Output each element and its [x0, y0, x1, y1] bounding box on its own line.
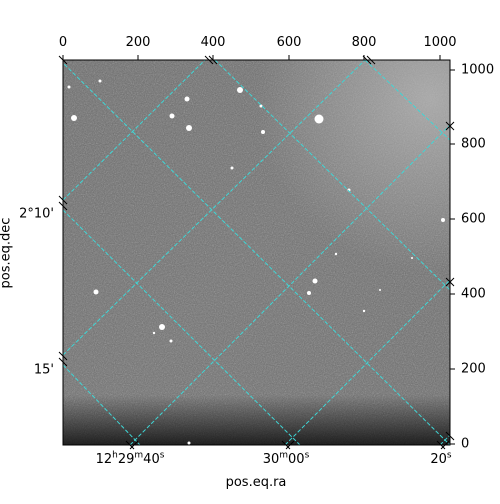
- right-tick-label: 800: [461, 136, 486, 152]
- x-axis-label: pos.eq.ra: [225, 475, 287, 490]
- star: [93, 289, 99, 295]
- coordinate-grid-line: [63, 209, 301, 445]
- coordinate-grid-line: [63, 60, 206, 201]
- plot-frame: [62, 59, 451, 446]
- sky-image: [63, 60, 450, 445]
- tick-mark: [208, 55, 218, 65]
- star: [184, 96, 190, 102]
- tick-mark: [362, 55, 372, 65]
- star: [237, 87, 243, 93]
- tick-mark: [58, 195, 68, 205]
- tick-mark: [445, 277, 455, 287]
- tick-mark: [58, 351, 68, 361]
- star: [187, 441, 191, 445]
- coordinate-grid-line: [284, 279, 450, 445]
- bottom-tick-label-ra-1: 12h29m40s: [95, 450, 165, 467]
- tick-mark: [445, 431, 455, 441]
- coordinate-grid-line: [214, 60, 450, 291]
- top-tick-label: 0: [58, 35, 68, 50]
- y-axis-label: pos.eq.dec: [0, 217, 14, 289]
- star: [261, 130, 265, 134]
- right-tick-label: 0: [461, 436, 470, 452]
- star: [307, 291, 311, 295]
- star: [334, 252, 338, 256]
- star: [411, 257, 413, 259]
- stars: [67, 79, 445, 445]
- star: [186, 125, 192, 131]
- coordinate-grid: [63, 60, 450, 445]
- coordinate-grid-line: [63, 62, 450, 445]
- star: [169, 113, 175, 119]
- tick-mark: [129, 440, 139, 450]
- star: [259, 104, 263, 108]
- left-tick-label: 2°10': [19, 206, 54, 222]
- right-tick-label: 200: [461, 361, 486, 377]
- tick-mark: [436, 440, 446, 450]
- tick-mark: [58, 55, 68, 65]
- star: [362, 309, 366, 313]
- tick-mark: [58, 201, 68, 211]
- star: [312, 278, 318, 284]
- left-tick-label: 15': [33, 362, 54, 378]
- top-tick-label: 800: [351, 35, 377, 50]
- top-tick-label: 400: [200, 35, 226, 50]
- star: [159, 324, 165, 330]
- coordinate-grid-line: [129, 124, 450, 445]
- star: [169, 339, 173, 343]
- star: [230, 166, 234, 170]
- star: [314, 114, 324, 124]
- tick-mark: [281, 440, 291, 450]
- star: [379, 289, 381, 291]
- right-tick-label: 600: [461, 211, 486, 227]
- tick-marks: [58, 55, 455, 450]
- coordinate-grid-line: [63, 60, 366, 356]
- top-tick-label: 1000: [423, 35, 457, 50]
- tick-mark: [58, 357, 68, 367]
- right-tick-label: 1000: [461, 62, 495, 78]
- tick-mark: [125, 440, 135, 450]
- star: [441, 218, 445, 222]
- tick-mark: [366, 55, 376, 65]
- tick-mark: [445, 121, 455, 131]
- star: [98, 79, 102, 83]
- star: [152, 331, 156, 335]
- bottom-tick-label-ra-2: 30m00s: [262, 450, 310, 467]
- right-tick-label: 400: [461, 286, 486, 302]
- coordinate-grid-line: [439, 434, 450, 445]
- top-tick-label: 600: [276, 35, 302, 50]
- tick-mark: [440, 440, 450, 450]
- top-tick-label: 200: [125, 35, 151, 50]
- coordinate-grid-line: [63, 364, 141, 445]
- star: [71, 115, 77, 121]
- tick-mark: [204, 55, 214, 65]
- tick-mark: [285, 440, 295, 450]
- star: [67, 85, 71, 89]
- coordinate-grid-line: [364, 60, 450, 141]
- bottom-tick-label-ra-3: 20s: [430, 450, 452, 467]
